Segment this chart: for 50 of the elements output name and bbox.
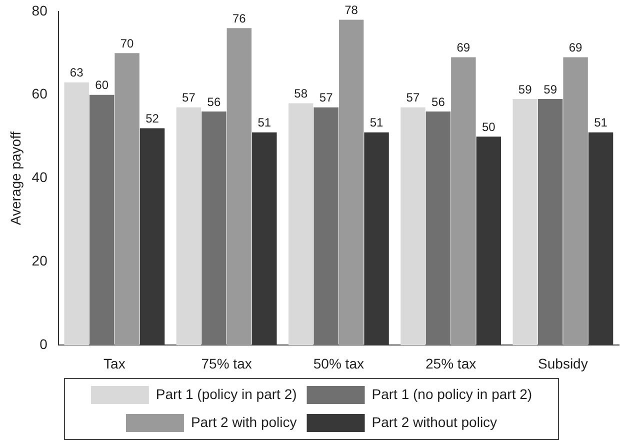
bar — [288, 103, 314, 346]
y-tick-label: 0 — [40, 336, 48, 352]
bar — [314, 107, 338, 346]
data-label: 59 — [544, 82, 558, 96]
y-tick-label: 60 — [32, 86, 48, 102]
bar — [89, 94, 114, 346]
data-label: 69 — [568, 40, 583, 55]
bar — [451, 57, 476, 346]
data-label: 76 — [232, 11, 246, 26]
bar — [226, 28, 252, 346]
data-label: 52 — [146, 112, 160, 126]
x-tick-label: Tax — [104, 355, 126, 372]
data-label: 51 — [370, 116, 384, 130]
data-label: 56 — [207, 94, 221, 109]
bar — [202, 112, 226, 346]
data-label: 50 — [482, 120, 496, 134]
data-label: 70 — [120, 36, 134, 50]
data-label: 57 — [406, 90, 420, 105]
data-label: 57 — [319, 90, 334, 105]
data-label: 51 — [258, 116, 272, 130]
data-label: 78 — [344, 3, 358, 18]
y-tick-label: 80 — [32, 2, 48, 18]
legend-label: Part 1 (no policy in part 2) — [372, 386, 532, 402]
bar — [563, 57, 588, 346]
legend-label: Part 2 with policy — [190, 414, 297, 430]
data-label: 63 — [70, 66, 84, 80]
y-tick-label: 20 — [32, 252, 48, 269]
x-tick-label: Subsidy — [538, 355, 588, 372]
bar — [64, 82, 89, 346]
y-axis-title: Average payoff — [7, 131, 24, 226]
data-label: 59 — [518, 82, 532, 96]
bar — [338, 20, 364, 346]
bar — [176, 107, 202, 346]
x-tick-label: 75% tax — [201, 355, 252, 372]
bar — [426, 112, 451, 346]
data-label: 56 — [432, 94, 446, 109]
bar — [512, 99, 538, 346]
data-label: 69 — [456, 40, 470, 55]
data-label: 57 — [182, 90, 196, 105]
bar — [114, 53, 140, 346]
data-label: 58 — [294, 86, 308, 101]
bar — [400, 107, 426, 346]
x-tick-label: 25% tax — [426, 355, 476, 372]
y-tick-label: 40 — [32, 169, 48, 186]
legend-label: Part 1 (policy in part 2) — [156, 386, 297, 402]
bar — [538, 99, 563, 346]
data-label: 60 — [95, 78, 109, 92]
legend-label: Part 2 without policy — [372, 414, 498, 430]
data-label: 51 — [594, 116, 608, 130]
x-tick-label: 50% tax — [313, 355, 364, 372]
